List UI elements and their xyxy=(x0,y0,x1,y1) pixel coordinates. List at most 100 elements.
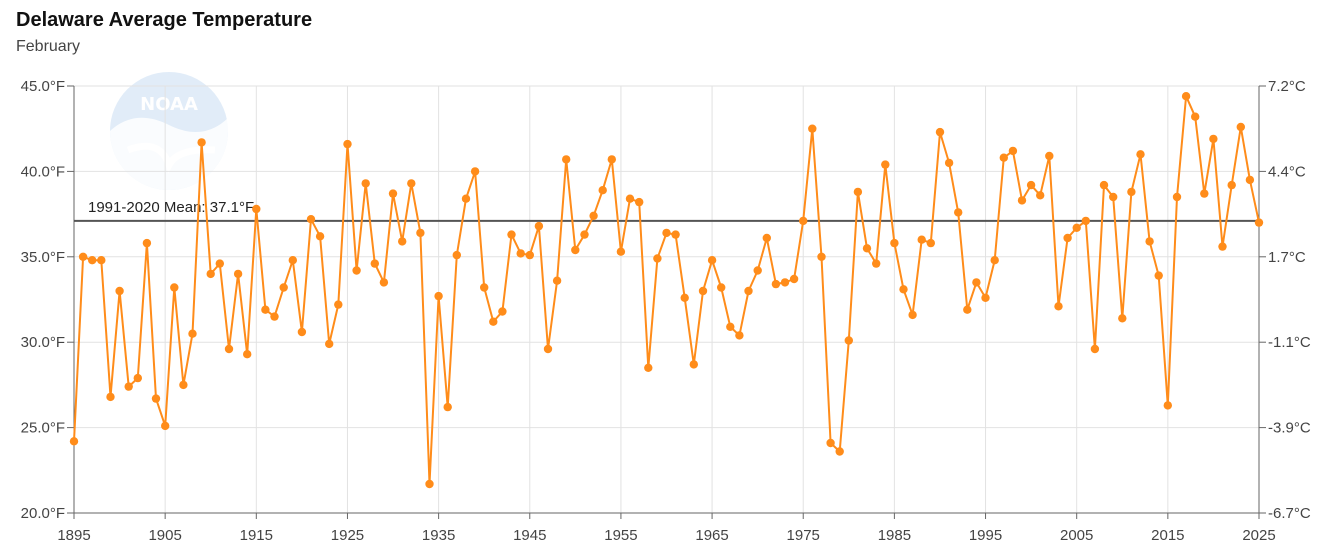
data-point[interactable] xyxy=(188,329,197,338)
data-point[interactable] xyxy=(270,312,279,321)
data-point[interactable] xyxy=(935,127,945,137)
data-point[interactable] xyxy=(662,228,671,238)
data-point[interactable] xyxy=(762,233,771,243)
data-point[interactable] xyxy=(972,278,981,287)
data-point[interactable] xyxy=(899,285,908,294)
data-point[interactable] xyxy=(671,230,680,239)
data-point[interactable] xyxy=(917,235,926,244)
data-point[interactable] xyxy=(361,179,370,188)
data-point[interactable] xyxy=(69,437,79,446)
data-point[interactable] xyxy=(425,479,434,489)
data-point[interactable] xyxy=(726,322,735,331)
data-point[interactable] xyxy=(826,438,835,448)
data-point[interactable] xyxy=(653,254,662,263)
data-point[interactable] xyxy=(589,211,598,220)
data-point[interactable] xyxy=(780,278,790,287)
data-point[interactable] xyxy=(1245,175,1255,185)
data-point[interactable] xyxy=(1145,237,1154,246)
data-point[interactable] xyxy=(461,194,471,203)
data-point[interactable] xyxy=(1191,112,1200,121)
data-point[interactable] xyxy=(999,153,1008,162)
data-point[interactable] xyxy=(279,283,288,292)
data-point[interactable] xyxy=(926,238,935,248)
data-point[interactable] xyxy=(370,259,379,268)
data-point[interactable] xyxy=(215,259,224,268)
data-point[interactable] xyxy=(598,186,607,195)
data-point[interactable] xyxy=(789,274,799,284)
data-point[interactable] xyxy=(963,305,972,314)
data-point[interactable] xyxy=(552,276,562,285)
data-point[interactable] xyxy=(334,300,343,309)
data-point[interactable] xyxy=(452,250,461,260)
data-point[interactable] xyxy=(698,286,708,296)
data-point[interactable] xyxy=(571,245,580,255)
data-point[interactable] xyxy=(1072,223,1081,232)
data-point[interactable] xyxy=(1200,189,1209,198)
data-point[interactable] xyxy=(470,167,480,176)
data-point[interactable] xyxy=(97,256,106,265)
data-point[interactable] xyxy=(817,252,826,261)
data-point[interactable] xyxy=(616,247,626,256)
data-point[interactable] xyxy=(343,139,352,149)
data-point[interactable] xyxy=(808,124,817,133)
data-point[interactable] xyxy=(1026,180,1036,190)
data-point[interactable] xyxy=(562,155,571,164)
data-point[interactable] xyxy=(543,344,553,354)
data-point[interactable] xyxy=(1181,92,1191,101)
data-point[interactable] xyxy=(78,252,88,261)
data-point[interactable] xyxy=(707,256,717,265)
data-point[interactable] xyxy=(990,256,999,265)
data-point[interactable] xyxy=(498,307,507,316)
data-point[interactable] xyxy=(398,237,407,246)
data-point[interactable] xyxy=(243,350,252,359)
data-point[interactable] xyxy=(1008,146,1018,156)
data-point[interactable] xyxy=(261,305,270,314)
data-point[interactable] xyxy=(325,339,334,349)
data-point[interactable] xyxy=(744,286,753,296)
data-point[interactable] xyxy=(388,189,398,198)
data-point[interactable] xyxy=(1163,401,1173,410)
data-point[interactable] xyxy=(416,228,425,238)
data-point[interactable] xyxy=(717,283,726,292)
data-point[interactable] xyxy=(306,215,316,224)
data-point[interactable] xyxy=(1109,192,1118,202)
data-point[interactable] xyxy=(1090,344,1100,354)
data-point[interactable] xyxy=(735,331,744,340)
data-point[interactable] xyxy=(944,158,954,168)
data-point[interactable] xyxy=(288,256,297,265)
data-point[interactable] xyxy=(1254,218,1264,227)
data-point[interactable] xyxy=(862,244,872,253)
data-point[interactable] xyxy=(233,269,243,279)
data-point[interactable] xyxy=(352,266,361,275)
data-point[interactable] xyxy=(580,230,589,239)
data-point[interactable] xyxy=(434,291,443,301)
data-point[interactable] xyxy=(379,278,389,287)
data-point[interactable] xyxy=(644,363,653,372)
data-point[interactable] xyxy=(197,138,206,147)
data-point[interactable] xyxy=(1118,314,1127,323)
data-point[interactable] xyxy=(844,336,853,345)
data-point[interactable] xyxy=(480,283,489,292)
data-point[interactable] xyxy=(507,230,516,239)
data-point[interactable] xyxy=(1172,192,1182,202)
data-point[interactable] xyxy=(689,360,698,369)
data-point[interactable] xyxy=(981,293,990,302)
data-point[interactable] xyxy=(161,421,170,431)
data-point[interactable] xyxy=(1154,271,1163,280)
data-point[interactable] xyxy=(872,259,881,268)
data-point[interactable] xyxy=(908,310,917,320)
data-point[interactable] xyxy=(489,317,498,326)
data-point[interactable] xyxy=(151,394,161,403)
data-point[interactable] xyxy=(1227,180,1236,190)
data-point[interactable] xyxy=(88,256,97,265)
data-point[interactable] xyxy=(124,382,133,391)
data-point[interactable] xyxy=(133,373,142,383)
data-point[interactable] xyxy=(635,197,644,207)
data-point[interactable] xyxy=(625,194,635,203)
data-point[interactable] xyxy=(252,204,261,214)
data-point[interactable] xyxy=(115,286,124,296)
data-point[interactable] xyxy=(534,221,544,231)
data-point[interactable] xyxy=(179,380,188,390)
data-point[interactable] xyxy=(443,402,452,412)
data-point[interactable] xyxy=(297,327,307,337)
